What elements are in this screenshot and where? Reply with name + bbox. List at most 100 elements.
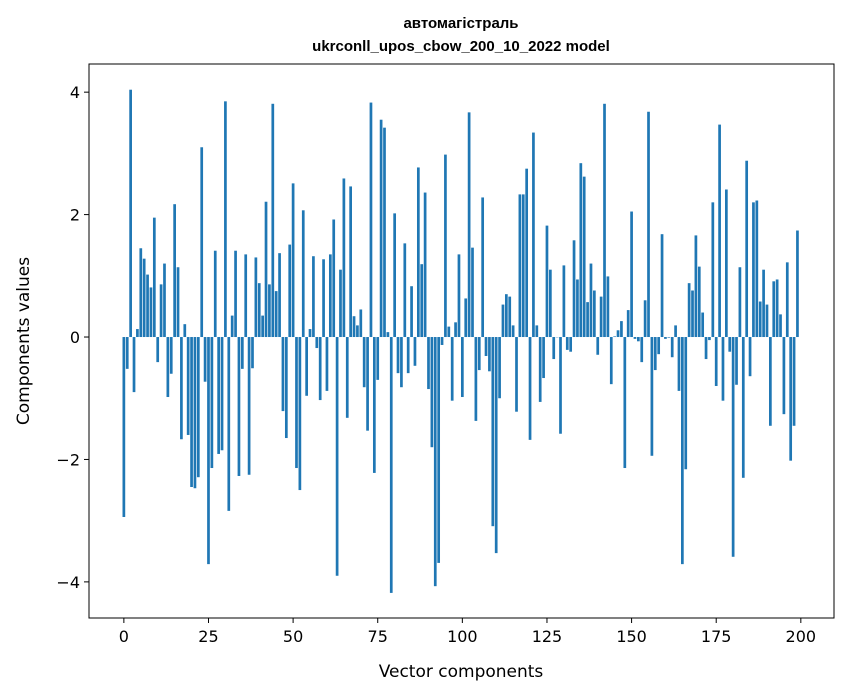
bar-98 <box>454 322 457 338</box>
bar-39 <box>254 257 258 338</box>
bar-83 <box>403 243 407 338</box>
bar-11 <box>159 284 163 338</box>
bar-0 <box>122 337 126 517</box>
bar-191 <box>769 337 772 426</box>
bar-8 <box>149 287 153 338</box>
bar-174 <box>711 202 715 338</box>
bar-36 <box>244 254 248 338</box>
bar-123 <box>538 337 542 402</box>
bar-4 <box>136 329 139 338</box>
y-axis-ticks: −4 −2 0 2 4 <box>56 83 89 592</box>
bar-6 <box>142 258 146 338</box>
bar-162 <box>670 337 674 358</box>
bar-184 <box>745 160 749 338</box>
bar-177 <box>721 337 725 401</box>
bar-141 <box>599 296 603 338</box>
bar-173 <box>708 337 711 341</box>
bar-138 <box>589 263 593 338</box>
bar-149 <box>626 310 630 338</box>
bar-160 <box>664 337 667 339</box>
bar-47 <box>281 337 285 412</box>
bar-167 <box>687 283 691 338</box>
bar-107 <box>484 337 488 356</box>
bar-152 <box>637 337 640 342</box>
bar-34 <box>237 337 241 476</box>
y-tick-label: 0 <box>70 328 80 347</box>
bar-32 <box>230 315 234 338</box>
bar-125 <box>545 225 549 338</box>
bar-122 <box>535 325 539 338</box>
bar-198 <box>792 337 796 426</box>
bar-148 <box>623 337 627 469</box>
bar-146 <box>616 330 620 338</box>
bar-28 <box>217 337 220 454</box>
bar-61 <box>328 254 332 338</box>
bar-117 <box>518 194 522 338</box>
bar-124 <box>542 337 545 379</box>
bar-12 <box>163 263 166 338</box>
bar-192 <box>772 281 776 338</box>
y-tick-label: 2 <box>70 206 80 225</box>
bar-75 <box>376 337 380 380</box>
bar-14 <box>169 337 173 374</box>
axes-frame <box>88 63 835 619</box>
bar-156 <box>650 337 654 456</box>
bar-13 <box>166 337 170 398</box>
bar-139 <box>593 290 596 338</box>
bar-199 <box>796 230 799 338</box>
bar-33 <box>234 250 237 338</box>
bar-70 <box>359 309 363 338</box>
x-tick-label: 50 <box>283 627 303 646</box>
bar-27 <box>213 250 217 338</box>
bar-21 <box>193 337 197 489</box>
bars-group <box>122 89 799 593</box>
bar-153 <box>640 337 644 363</box>
bar-10 <box>156 337 160 363</box>
bar-165 <box>681 337 684 565</box>
bar-169 <box>694 235 698 338</box>
bar-104 <box>474 337 478 421</box>
bar-103 <box>471 247 474 338</box>
bar-24 <box>203 337 207 382</box>
bar-62 <box>332 219 336 338</box>
bar-84 <box>406 337 410 374</box>
bar-100 <box>460 337 464 398</box>
bar-150 <box>630 211 633 338</box>
bar-126 <box>548 269 552 338</box>
bar-44 <box>271 103 275 338</box>
bar-67 <box>349 186 353 338</box>
bar-2 <box>129 89 132 338</box>
bar-179 <box>728 337 732 352</box>
bar-170 <box>697 266 701 338</box>
bar-9 <box>152 217 156 338</box>
bar-161 <box>667 337 671 338</box>
bar-182 <box>738 267 742 338</box>
bar-56 <box>312 256 315 338</box>
bar-189 <box>762 269 765 338</box>
bar-197 <box>789 337 793 461</box>
bar-66 <box>345 337 349 418</box>
bar-93 <box>437 337 441 563</box>
bar-157 <box>653 337 657 371</box>
bar-35 <box>240 337 244 369</box>
chart-title-line2: ukrconll_upos_cbow_200_10_2022 model <box>312 38 610 55</box>
bar-94 <box>440 337 444 345</box>
bar-46 <box>278 253 281 338</box>
bar-20 <box>190 337 193 487</box>
bar-158 <box>657 337 661 355</box>
bar-89 <box>423 192 427 338</box>
bar-22 <box>196 337 200 478</box>
bar-112 <box>501 304 505 338</box>
bar-164 <box>677 337 681 391</box>
bar-132 <box>569 337 573 352</box>
bar-195 <box>782 337 786 415</box>
bar-1 <box>125 337 129 369</box>
bar-78 <box>386 332 390 338</box>
bar-3 <box>132 337 136 393</box>
bar-82 <box>400 337 403 388</box>
bar-60 <box>325 337 329 391</box>
bar-43 <box>268 284 271 338</box>
bar-127 <box>552 337 556 360</box>
bar-190 <box>765 304 769 338</box>
bar-79 <box>389 337 393 593</box>
